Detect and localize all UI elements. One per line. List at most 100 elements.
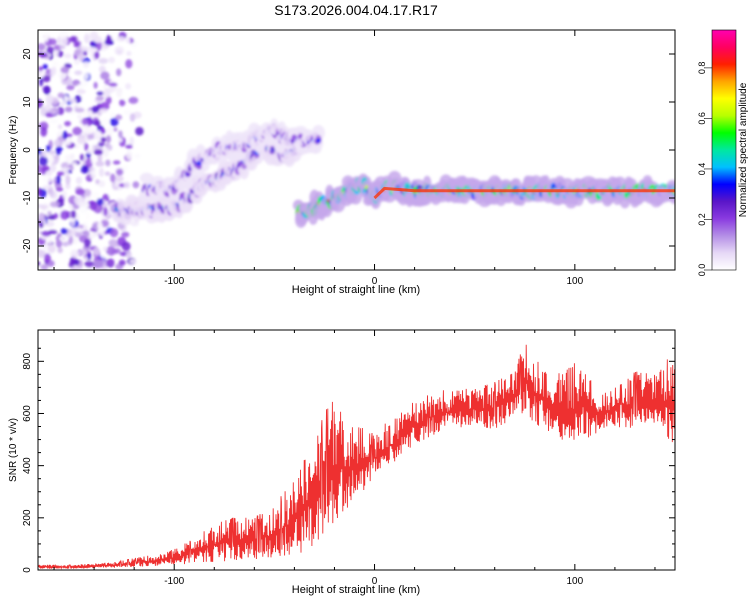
noise-blob: [70, 209, 77, 220]
noise-blob: [45, 144, 51, 153]
noise-blob: [47, 210, 52, 216]
noise-blob: [40, 205, 48, 210]
noise-blob: [69, 98, 77, 104]
main-band-core: [373, 186, 675, 200]
noise-blob: [57, 124, 63, 130]
noise-blob: [93, 259, 104, 269]
noise-blob: [77, 114, 82, 119]
snr-ytick-label: 200: [22, 509, 33, 526]
colorbar-tick-label: 0.0: [697, 264, 707, 277]
noise-blob: [132, 181, 140, 189]
noise-blob: [60, 210, 70, 220]
noise-blob: [81, 117, 89, 126]
noise-blob: [60, 228, 68, 235]
noise-blob: [83, 142, 89, 151]
noise-blob: [123, 109, 133, 116]
noise-blob: [71, 237, 79, 245]
noise-blob: [75, 188, 86, 196]
noise-blob: [105, 135, 112, 143]
noise-blob: [57, 92, 65, 99]
noise-blob: [100, 253, 110, 259]
noise-blob: [98, 108, 108, 113]
noise-blob: [128, 96, 139, 104]
colorbar-gradient: [712, 30, 736, 270]
noise-blob: [86, 149, 94, 154]
noise-blob: [73, 59, 80, 65]
noise-blob: [64, 106, 73, 113]
ridge-halo: [251, 155, 263, 165]
snr-xlabel: Height of straight line (km): [292, 584, 420, 596]
noise-blob: [98, 180, 106, 188]
noise-blob: [109, 228, 119, 238]
noise-blob: [40, 263, 49, 270]
noise-blob: [38, 261, 41, 267]
noise-blob: [103, 147, 109, 158]
noise-blob: [79, 153, 85, 161]
noise-blob: [116, 137, 123, 143]
heatmap-xlabel: Height of straight line (km): [292, 284, 420, 296]
noise-blob: [49, 201, 60, 208]
noise-blob: [47, 234, 53, 245]
noise-blob: [39, 77, 44, 87]
noise-blob: [65, 183, 71, 190]
noise-blob: [89, 201, 97, 211]
noise-blob: [43, 85, 51, 95]
noise-blob: [83, 33, 90, 44]
snr-ylabel: SNR (10 * v/v): [8, 418, 19, 482]
heatmap-marks: [38, 30, 675, 270]
noise-blob: [48, 38, 57, 46]
noise-blob: [76, 137, 87, 145]
noise-blob: [62, 241, 69, 247]
heatmap-background: [38, 30, 675, 270]
noise-blob: [111, 31, 117, 42]
noise-blob: [82, 221, 89, 232]
noise-blob: [105, 96, 112, 105]
noise-blob: [109, 112, 116, 118]
noise-blob: [72, 259, 80, 266]
ridge-halo: [139, 172, 154, 184]
noise-blob: [98, 57, 109, 64]
noise-blob: [60, 101, 66, 107]
noise-blob: [108, 56, 115, 64]
noise-blob: [55, 239, 63, 248]
noise-blob: [61, 141, 72, 146]
noise-blob: [84, 260, 94, 268]
noise-blob: [93, 81, 98, 89]
noise-blob: [51, 66, 57, 76]
noise-blob: [64, 120, 72, 127]
noise-blob: [45, 94, 54, 105]
noise-blob: [80, 165, 90, 174]
noise-blob: [75, 176, 83, 185]
heatmap-xtick-label: 100: [566, 276, 583, 287]
noise-blob: [47, 214, 57, 221]
heatmap-ytick-label: -20: [22, 238, 33, 253]
noise-blob: [102, 84, 108, 90]
noise-blob: [112, 133, 118, 140]
snr-series-line: [38, 344, 675, 570]
heatmap-ytick-label: -10: [22, 190, 33, 205]
ridge-halo: [311, 125, 325, 141]
noise-blob: [38, 98, 44, 109]
heatmap-ytick-label: 10: [22, 96, 33, 108]
noise-blob: [101, 118, 110, 127]
noise-blob: [98, 167, 105, 177]
noise-blob: [84, 238, 91, 248]
noise-blob: [71, 226, 77, 237]
noise-blob: [121, 90, 130, 100]
noise-blob: [59, 235, 68, 242]
noise-blob: [129, 259, 137, 264]
noise-blob: [87, 134, 95, 140]
noise-blob: [100, 71, 110, 80]
snr-ytick-label: 0: [22, 567, 33, 573]
noise-blob: [102, 193, 110, 202]
noise-blob: [90, 170, 97, 180]
noise-blob: [66, 85, 75, 91]
noise-blob: [50, 107, 59, 115]
noise-blob: [126, 51, 132, 56]
noise-blob: [91, 105, 100, 113]
noise-blob: [82, 61, 90, 68]
noise-blob: [40, 106, 47, 117]
noise-blob: [93, 36, 103, 44]
heatmap-xtick-label: -100: [164, 276, 184, 287]
